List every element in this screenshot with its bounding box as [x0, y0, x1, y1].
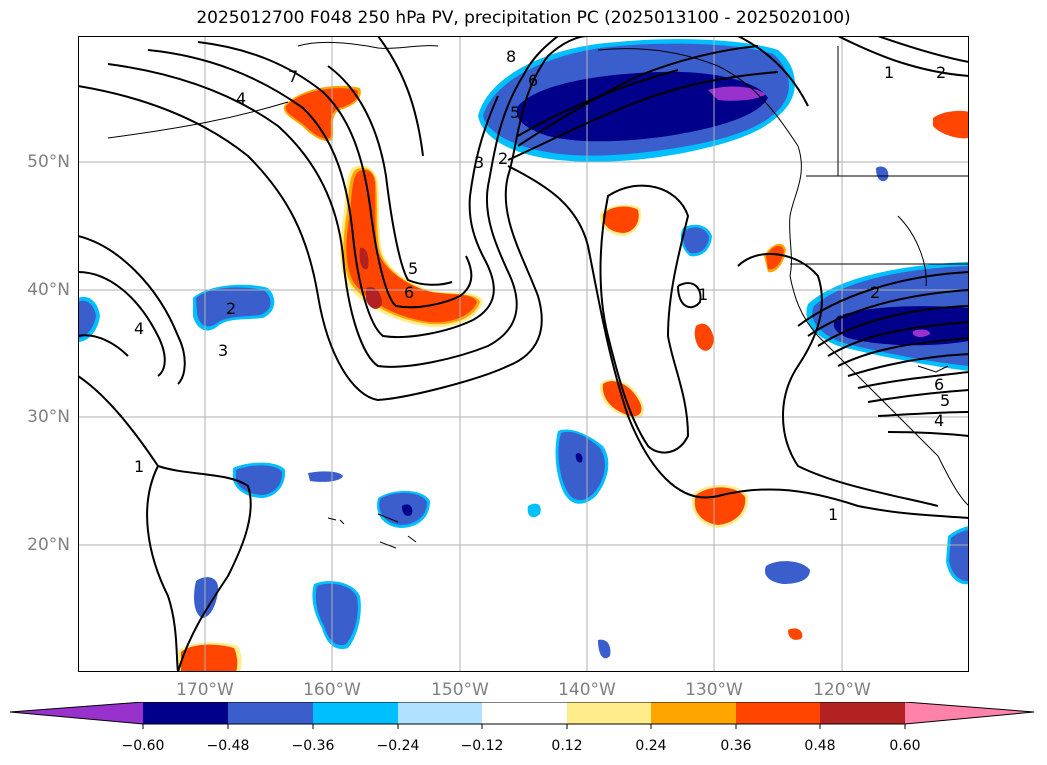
colorbar-segment-3	[313, 702, 398, 724]
contour-label-1c: 1	[698, 285, 708, 304]
colorbar	[10, 702, 1035, 729]
colorbar-segment-6	[567, 702, 651, 724]
colorbar-tick-8: 0.48	[804, 738, 836, 754]
contour-label-6c: 6	[934, 375, 944, 394]
colorbar-segment-2	[228, 702, 313, 724]
contour-label-2c: 2	[870, 283, 880, 302]
lon-label-140w: 140°W	[558, 680, 616, 700]
contour-label-2: 2	[226, 299, 236, 318]
precip-positive-shading	[178, 85, 969, 672]
chart-title: 2025012700 F048 250 hPa PV, precipitatio…	[196, 8, 851, 28]
contour-label-5: 5	[408, 259, 418, 278]
contour-label-6b: 6	[528, 71, 538, 90]
colorbar-tick-7: 0.36	[720, 738, 752, 754]
contour-labels: 1 1 1 1 2 2 2 2 3 3 4 4 4 5 5 5 6 6 6 7 …	[134, 47, 950, 524]
colorbar-segment-4	[398, 702, 482, 724]
colorbar-segment-5	[482, 702, 567, 724]
contour-label-7: 7	[288, 67, 298, 86]
contour-label-2b: 2	[498, 149, 508, 168]
lon-label-130w: 130°W	[685, 680, 743, 700]
colorbar-segment-8	[736, 702, 820, 724]
colorbar-tick-0: −0.60	[121, 738, 165, 754]
contour-label-1b: 1	[828, 505, 838, 524]
pv-contours	[78, 36, 969, 672]
colorbar-tick-4: −0.12	[460, 738, 504, 754]
coastlines	[107, 41, 969, 549]
map-panel: 1 1 1 1 2 2 2 2 3 3 4 4 4 5 5 5 6 6 6 7 …	[78, 36, 969, 672]
lon-label-150w: 150°W	[431, 680, 489, 700]
precip-negative-shading	[78, 39, 969, 659]
contour-label-4c: 4	[934, 411, 944, 430]
contour-label-3b: 3	[474, 153, 484, 172]
colorbar-tick-5: 0.12	[551, 738, 583, 754]
contour-label-6: 6	[404, 283, 414, 302]
lon-label-120w: 120°W	[813, 680, 871, 700]
contour-label-2d: 2	[936, 63, 946, 82]
contour-label-5b: 5	[510, 103, 520, 122]
contour-label-1d: 1	[884, 63, 894, 82]
contour-label-1: 1	[134, 457, 144, 476]
colorbar-tick-1: −0.48	[206, 738, 250, 754]
contour-label-8: 8	[506, 47, 516, 66]
lat-label-30n: 30°N	[27, 407, 70, 427]
colorbar-segment-1	[143, 702, 228, 724]
lon-label-160w: 160°W	[303, 680, 361, 700]
colorbar-tick-6: 0.24	[635, 738, 667, 754]
lat-label-40n: 40°N	[27, 280, 70, 300]
lat-label-20n: 20°N	[27, 535, 70, 555]
contour-label-4: 4	[134, 319, 144, 338]
contour-label-5c: 5	[940, 391, 950, 410]
colorbar-segment-10	[905, 702, 1034, 724]
colorbar-segment-9	[820, 702, 905, 724]
colorbar-tick-9: 0.60	[889, 738, 921, 754]
contour-label-4b: 4	[236, 89, 246, 108]
colorbar-segment-0	[10, 702, 143, 724]
lon-label-170w: 170°W	[176, 680, 234, 700]
colorbar-tick-3: −0.24	[376, 738, 420, 754]
colorbar-tick-2: −0.36	[291, 738, 335, 754]
colorbar-segment-7	[651, 702, 736, 724]
contour-label-3: 3	[218, 341, 228, 360]
lat-label-50n: 50°N	[27, 152, 70, 172]
